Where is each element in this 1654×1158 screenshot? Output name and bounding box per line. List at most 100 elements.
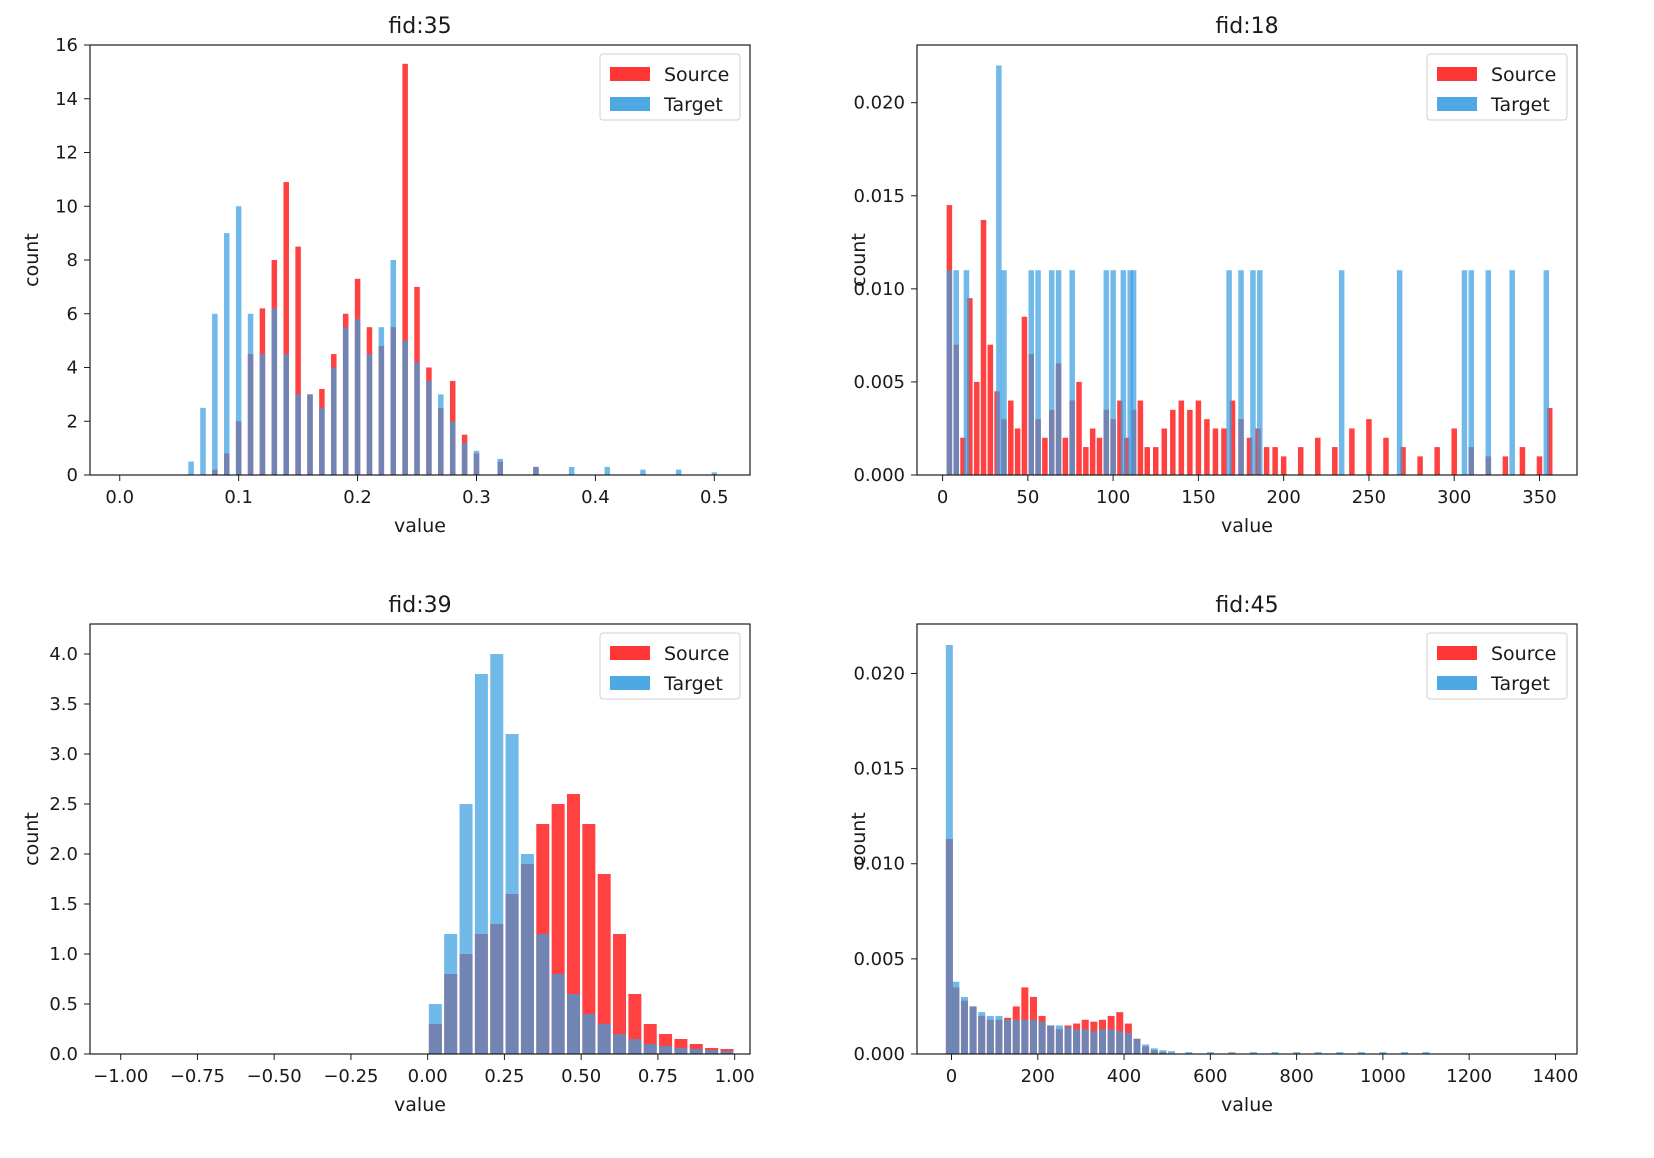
x-axis-label: value [394, 515, 446, 537]
legend: Source Target [599, 53, 741, 121]
bar-target [1142, 1044, 1150, 1054]
bar-target [473, 450, 480, 475]
y-tick-label: 0.000 [853, 1044, 905, 1065]
bar-target [331, 367, 337, 475]
bar-source [1272, 447, 1278, 475]
bar-target [1055, 270, 1062, 475]
bar-target [1509, 270, 1515, 475]
chart-panel-fid18: 0 50 100 150 200 250 300 350 0.000 0.005 0.010 0.01… [827, 0, 1654, 560]
bar-target [628, 1039, 642, 1054]
bar-target [969, 1006, 977, 1054]
bar-target [402, 340, 408, 475]
x-tick-label: −0.25 [323, 1066, 378, 1087]
x-tick-label: −1.00 [93, 1066, 148, 1087]
bar-source [1229, 400, 1236, 475]
bar-source [1042, 437, 1048, 475]
y-tick-label: 4.0 [49, 644, 78, 665]
bar-target [1159, 1050, 1167, 1054]
bar-target [1064, 1027, 1072, 1054]
chart-fid35: 0.0 0.1 0.2 0.3 0.4 0.5 0 2 4 6 8 10 12 14 16 fid:35 val… [21, 14, 751, 537]
chart-title: fid:18 [1215, 14, 1278, 39]
y-tick-label: 4 [67, 358, 78, 379]
bar-target [366, 354, 373, 475]
legend-swatch-source [1437, 67, 1477, 81]
bar-target [1185, 1052, 1193, 1054]
y-tick-label: 0.010 [853, 854, 905, 875]
bar-target [945, 644, 953, 1054]
x-tick-label: 0.25 [484, 1066, 524, 1087]
y-tick-label: 0.020 [853, 663, 905, 684]
bar-target [1069, 270, 1075, 475]
bar-target [1396, 270, 1403, 475]
bar-target [1133, 1038, 1141, 1054]
bar-source [1451, 428, 1457, 475]
bar-target [342, 327, 349, 475]
bar-source [1246, 437, 1253, 475]
bar-source [1062, 437, 1069, 475]
x-tick-label: 350 [1522, 487, 1556, 508]
bar-target [1130, 270, 1137, 475]
x-tick-label: 200 [1266, 487, 1300, 508]
bar-target [1257, 270, 1263, 475]
bar-target [1116, 1031, 1124, 1054]
bar-source [1137, 400, 1144, 475]
y-tick-label: 0.5 [49, 994, 78, 1015]
bar-target [674, 1048, 688, 1054]
bar-target [520, 854, 534, 1054]
bar-target [1055, 1025, 1063, 1054]
y-tick-label: 0 [67, 465, 78, 486]
bar-source [1153, 447, 1159, 475]
legend-swatch-target [610, 676, 650, 690]
bar-target [319, 407, 325, 475]
bar-target [188, 461, 194, 475]
bar-source [1144, 447, 1150, 475]
bar-target [1150, 1048, 1158, 1054]
y-tick-label: 0.005 [853, 949, 905, 970]
y-tick-label: 2 [67, 411, 78, 432]
bar-source [1221, 428, 1227, 475]
bar-source [1161, 428, 1168, 475]
bar-target [1293, 1052, 1301, 1054]
bar-source [1008, 400, 1014, 475]
bar-target [675, 469, 682, 475]
bar-target [1110, 270, 1116, 475]
bar-target [283, 354, 289, 475]
y-tick-label: 0.005 [853, 372, 905, 393]
x-tick-label: 1200 [1446, 1066, 1492, 1087]
y-tick-label: 10 [55, 196, 78, 217]
bar-target [1228, 1052, 1236, 1054]
bar-source [1536, 456, 1543, 475]
bar-source [1076, 381, 1082, 475]
bar-target [1338, 270, 1345, 475]
legend-swatch-source [610, 646, 650, 660]
bar-target [1357, 1052, 1365, 1054]
bar-target [438, 394, 444, 475]
x-tick-label: 0.75 [638, 1066, 678, 1087]
x-axis-label: value [394, 1094, 446, 1116]
bar-target [1314, 1052, 1322, 1054]
x-tick-label: 200 [1021, 1066, 1055, 1087]
bar-target [459, 804, 473, 1054]
bar-target [1047, 1025, 1055, 1054]
legend-swatch-target [610, 97, 650, 111]
bar-target [1120, 270, 1127, 475]
bar-target [711, 472, 718, 475]
bar-target [1021, 1019, 1029, 1054]
bar-source [1204, 419, 1210, 475]
bar-source [582, 824, 596, 1054]
y-tick-label: 2.0 [49, 844, 78, 865]
y-tick-label: 12 [55, 143, 78, 164]
bar-target [497, 458, 504, 475]
bar-source [1124, 437, 1130, 475]
bar-target [1048, 270, 1055, 475]
bar-source [980, 219, 987, 475]
bar-target [1206, 1052, 1214, 1054]
bar-target [1485, 270, 1492, 475]
y-tick-label: 2.5 [49, 794, 78, 815]
bar-target [1168, 1051, 1176, 1054]
bar-target [200, 407, 206, 475]
y-tick-label: 0.015 [853, 759, 905, 780]
bar-source [1280, 456, 1287, 475]
y-tick-label: 1.0 [49, 944, 78, 965]
bar-target [1124, 1033, 1132, 1054]
